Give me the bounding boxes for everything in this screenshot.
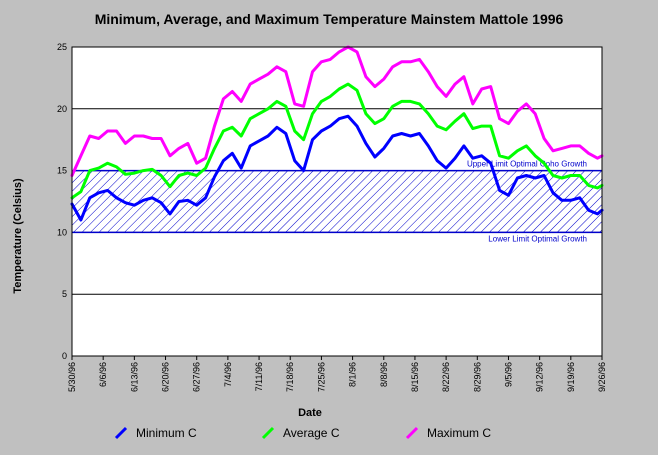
legend-swatch-average <box>261 426 275 440</box>
x-tick-label: 7/4/96 <box>223 362 233 387</box>
series-line-maximum <box>70 45 604 177</box>
x-tick-label: 6/20/96 <box>161 362 171 392</box>
x-tick-label: 9/19/96 <box>566 362 576 392</box>
x-tick-label: 8/8/96 <box>379 362 389 387</box>
y-tick-label: 15 <box>57 166 67 176</box>
x-axis-label: Date <box>298 407 322 419</box>
upper-limit-label: Upper Limit Optimal Coho Growth <box>467 160 587 169</box>
legend-swatch-maximum <box>405 426 419 440</box>
legend-label-maximum: Maximum C <box>427 426 492 440</box>
legend-label-minimum: Minimum C <box>136 426 197 440</box>
x-tick-label: 6/27/96 <box>192 362 202 392</box>
x-tick-label: 8/15/96 <box>410 362 420 392</box>
x-tick-label: 6/6/96 <box>98 362 108 387</box>
legend-label-average: Average C <box>283 426 340 440</box>
y-tick-label: 5 <box>62 289 67 299</box>
x-tick-label: 9/26/96 <box>597 362 607 392</box>
legend-item-minimum: Minimum C <box>114 426 197 440</box>
x-tick-label: 8/22/96 <box>441 362 451 392</box>
x-tick-label: 7/11/96 <box>254 362 264 391</box>
y-tick-label: 0 <box>62 351 67 361</box>
y-tick-label: 25 <box>57 42 67 52</box>
chart-title: Minimum, Average, and Maximum Temperatur… <box>94 11 564 27</box>
legend-swatch-minimum <box>114 426 128 440</box>
x-tick-label: 9/5/96 <box>503 362 513 387</box>
x-tick-label: 8/29/96 <box>472 362 482 392</box>
y-axis-label: Temperature (Celsius) <box>12 178 24 294</box>
legend-item-average: Average C <box>261 426 339 440</box>
lower-limit-label: Lower Limit Optimal Growth <box>488 234 587 243</box>
legend-item-maximum: Maximum C <box>405 426 491 440</box>
y-tick-label: 20 <box>57 104 67 114</box>
x-tick-label: 7/25/96 <box>316 362 326 392</box>
series-line-average <box>70 82 604 200</box>
x-tick-label: 6/13/96 <box>129 362 139 392</box>
series-line-minimum <box>70 114 604 222</box>
x-tick-label: 8/1/96 <box>348 362 358 387</box>
plot-frame <box>71 46 603 357</box>
y-tick-label: 10 <box>57 227 67 237</box>
optimal-growth-band <box>72 170 602 233</box>
x-tick-label: 7/18/96 <box>285 362 295 392</box>
x-tick-label: 5/30/96 <box>67 362 77 392</box>
x-tick-label: 9/12/96 <box>535 362 545 392</box>
